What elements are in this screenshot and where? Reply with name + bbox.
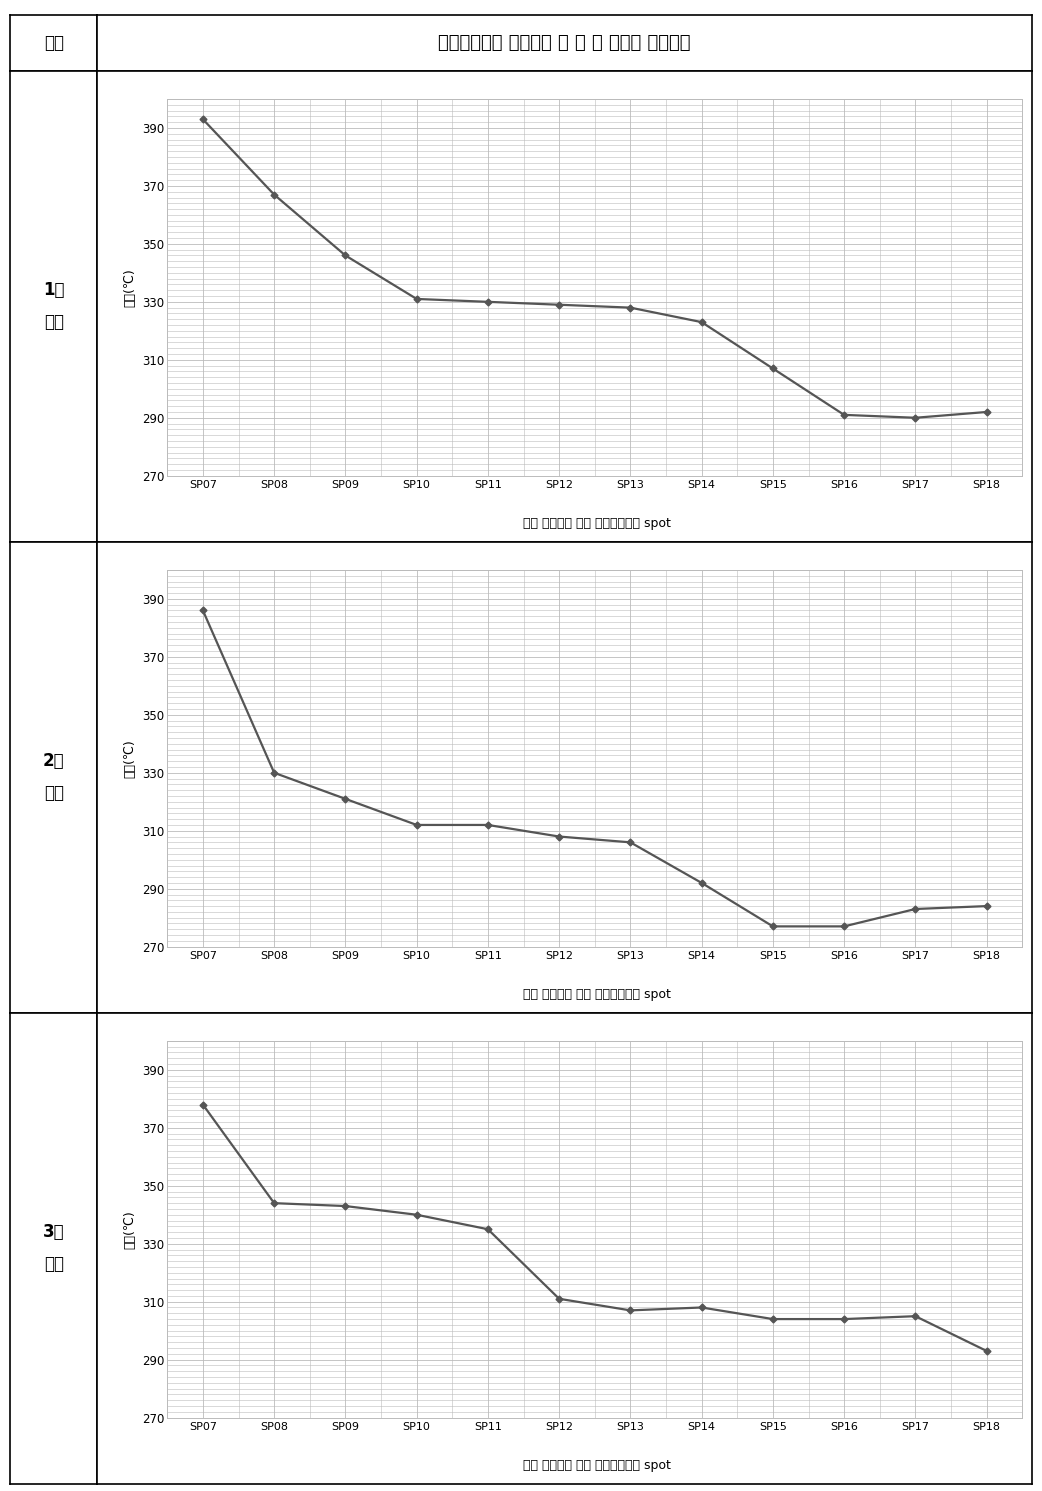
Text: 제동디스크의 최고온도 일 때 각 지점의 온도현황: 제동디스크의 최고온도 일 때 각 지점의 온도현황 xyxy=(438,34,691,52)
Text: 3회
시험: 3회 시험 xyxy=(43,1223,65,1273)
Text: 제동 디스크의 회전 중심으로부터 spot: 제동 디스크의 회전 중심으로부터 spot xyxy=(523,1458,671,1472)
Text: 제동 디스크의 회전 중심으로부터 spot: 제동 디스크의 회전 중심으로부터 spot xyxy=(523,989,671,1000)
Text: 구분: 구분 xyxy=(44,34,64,52)
Text: 제동 디스크의 회전 중심으로부터 spot: 제동 디스크의 회전 중심으로부터 spot xyxy=(523,517,671,529)
Text: 2회
시험: 2회 시험 xyxy=(43,751,65,802)
Text: 1회
시험: 1회 시험 xyxy=(43,282,65,331)
